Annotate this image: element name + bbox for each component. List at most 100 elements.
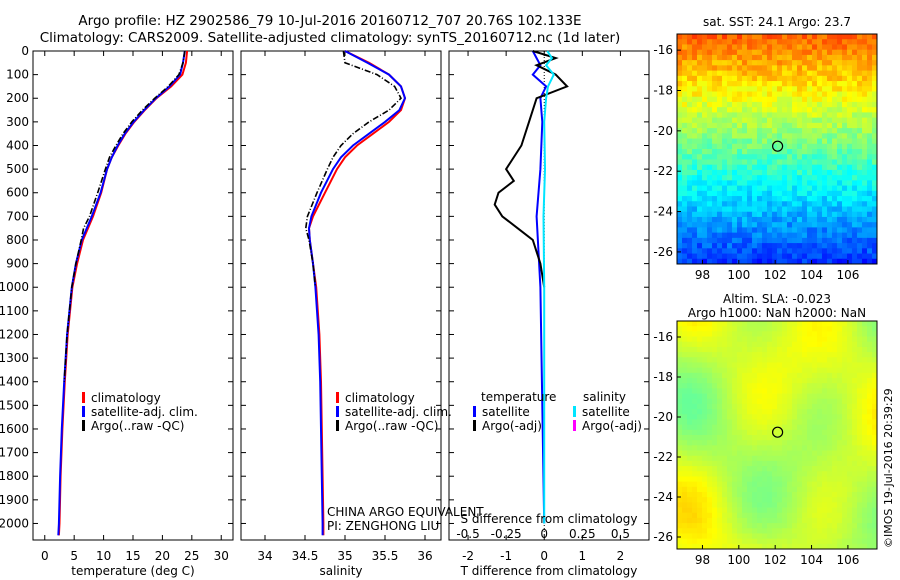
map-cell xyxy=(702,341,708,348)
map-cell xyxy=(867,543,873,550)
map-cell xyxy=(802,60,808,66)
map-cell xyxy=(742,175,748,181)
map-cell xyxy=(722,149,728,155)
map-cell xyxy=(787,326,793,332)
map-cell xyxy=(717,117,723,124)
map-cell xyxy=(707,450,713,457)
map-cell xyxy=(832,321,838,327)
map-cell xyxy=(777,258,783,265)
map-cell xyxy=(692,481,698,488)
map-cell xyxy=(812,169,818,176)
map-cell xyxy=(857,502,863,508)
map-cell xyxy=(677,248,683,254)
map-cell xyxy=(762,122,768,129)
map-cell xyxy=(757,117,763,124)
map-cell xyxy=(862,414,868,420)
map-cell xyxy=(802,507,808,514)
map-cell xyxy=(747,34,753,40)
map-cell xyxy=(797,164,803,171)
map-cell xyxy=(737,253,743,260)
map-cell xyxy=(817,341,823,348)
map-cell xyxy=(687,248,693,254)
map-cell xyxy=(687,159,693,166)
map-cell xyxy=(872,34,878,40)
map-cell xyxy=(817,367,823,374)
map-cell xyxy=(787,216,793,223)
map-cell xyxy=(697,450,703,457)
map-cell xyxy=(757,321,763,327)
map-cell xyxy=(727,367,733,374)
map-cell xyxy=(797,502,803,508)
map-cell xyxy=(682,403,688,410)
map-cell xyxy=(867,331,873,337)
map-cell xyxy=(732,383,738,389)
map-cell xyxy=(732,164,738,171)
map-cell xyxy=(817,409,823,415)
map-cell xyxy=(792,409,798,415)
map-cell xyxy=(822,497,828,503)
map-cell xyxy=(712,512,718,519)
map-cell xyxy=(682,455,688,462)
map-cell xyxy=(802,107,808,113)
map-cell xyxy=(742,455,748,462)
map-cell xyxy=(792,60,798,66)
map-cell xyxy=(747,180,753,186)
map-cell xyxy=(832,143,838,150)
map-cell xyxy=(757,81,763,87)
map-cell xyxy=(712,517,718,524)
map-cell xyxy=(862,44,868,51)
map-cell xyxy=(702,378,708,384)
map-cell xyxy=(812,107,818,113)
map-cell xyxy=(732,39,738,45)
map-cell xyxy=(832,440,838,446)
map-cell xyxy=(767,352,773,358)
map-cell xyxy=(777,409,783,415)
map-cell xyxy=(817,175,823,181)
map-cell xyxy=(727,502,733,508)
map-cell xyxy=(702,180,708,186)
map-cell xyxy=(707,424,713,431)
map-cell xyxy=(677,321,683,327)
map-cell xyxy=(757,450,763,457)
x-tick-label: 25 xyxy=(184,549,199,563)
map-cell xyxy=(802,383,808,389)
map-cell xyxy=(847,258,853,265)
map-cell xyxy=(717,383,723,389)
map-cell xyxy=(782,190,788,197)
map-cell xyxy=(847,357,853,363)
map-cell xyxy=(852,523,858,529)
map-cell xyxy=(832,517,838,524)
lat-tick-label: -22 xyxy=(653,164,673,178)
lon-tick-label: 106 xyxy=(836,268,859,282)
map-cell xyxy=(702,60,708,66)
map-cell xyxy=(677,253,683,260)
map-cell xyxy=(832,211,838,218)
map-cell xyxy=(767,149,773,155)
map-cell xyxy=(802,481,808,488)
map-cell xyxy=(742,81,748,87)
map-cell xyxy=(837,507,843,514)
map-cell xyxy=(797,460,803,467)
map-cell xyxy=(797,149,803,155)
map-cell xyxy=(777,538,783,545)
map-cell xyxy=(677,143,683,150)
map-cell xyxy=(787,159,793,166)
map-cell xyxy=(872,206,878,213)
map-cell xyxy=(717,538,723,545)
map-cell xyxy=(707,528,713,534)
map-cell xyxy=(832,206,838,213)
map-cell xyxy=(752,471,758,477)
map-cell xyxy=(712,362,718,369)
map-cell xyxy=(732,414,738,420)
map-cell xyxy=(772,185,778,192)
sst-map: 98 100 102 104 106-16-18-20-22-24-26 xyxy=(653,33,878,282)
map-cell xyxy=(797,429,803,436)
map-cell xyxy=(702,455,708,462)
map-cell xyxy=(837,481,843,488)
map-cell xyxy=(802,357,808,363)
map-cell xyxy=(782,138,788,145)
map-cell xyxy=(787,481,793,488)
map-cell xyxy=(862,435,868,441)
map-cell xyxy=(852,96,858,103)
map-cell xyxy=(727,326,733,332)
